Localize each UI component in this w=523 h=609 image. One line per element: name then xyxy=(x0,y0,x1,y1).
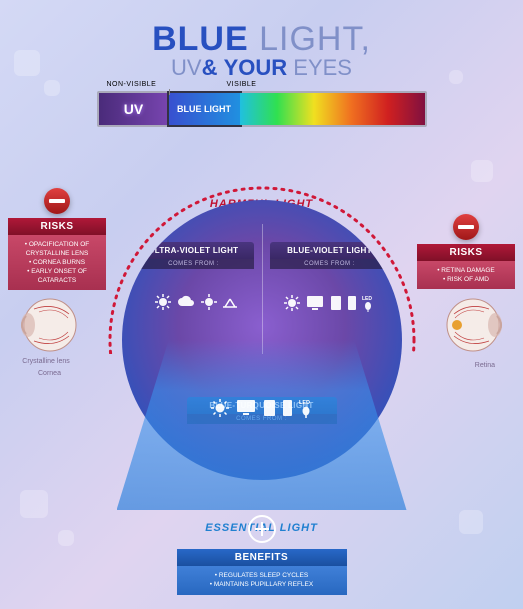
monitor-icon xyxy=(306,295,324,311)
sun-icon xyxy=(284,295,300,311)
eye-label-retina: Retina xyxy=(475,362,495,369)
title-your: YOUR xyxy=(224,55,288,80)
eye-label-crystalline: Crystalline lens xyxy=(6,358,86,365)
warning-icon xyxy=(453,214,479,240)
bv-source-icons: LED xyxy=(274,294,384,312)
reflect-icon xyxy=(223,295,237,309)
spectrum-uv: UV xyxy=(99,93,169,125)
svg-text:LED: LED xyxy=(299,400,310,406)
risks-right-body: • RETINA DAMAGE • RISK OF AMD xyxy=(417,261,515,289)
title-light: LIGHT, xyxy=(259,20,371,58)
tablet-icon xyxy=(330,295,342,311)
phone-icon xyxy=(348,295,356,311)
svg-text:LED: LED xyxy=(362,296,372,302)
eye-label-cornea: Cornea xyxy=(38,370,61,377)
uv-segment: ULTRA-VIOLET LIGHT COMES FROM : xyxy=(134,242,254,269)
eye-right-icon xyxy=(443,294,509,356)
phone-icon xyxy=(283,399,292,417)
risks-left: RISKS • OPACIFICATION OF CRYSTALLINE LEN… xyxy=(8,188,106,290)
blue-violet-segment: BLUE-VIOLET LIGHT COMES FROM : xyxy=(270,242,390,269)
title-eyes: EYES xyxy=(293,55,352,80)
title-amp: & xyxy=(202,55,218,80)
sun-icon xyxy=(155,294,171,310)
spectrum-visible xyxy=(240,93,425,125)
bt-source-icons: LED xyxy=(211,398,313,418)
warning-icon xyxy=(44,188,70,214)
benefits-body: • REGULATES SLEEP CYCLES • MAINTAINS PUP… xyxy=(177,566,347,596)
spectrum-blue-light: BLUE LIGHT xyxy=(167,91,242,127)
monitor-icon xyxy=(236,399,256,417)
title-uv: UV xyxy=(171,55,202,80)
risks-left-body: • OPACIFICATION OF CRYSTALLINE LENS • CO… xyxy=(8,235,106,290)
visible-label: VISIBLE xyxy=(227,81,257,88)
sun-icon xyxy=(211,399,229,417)
uv-source-icons xyxy=(146,294,246,310)
eye-left-icon xyxy=(14,294,80,356)
benefits-box: BENEFITS • REGULATES SLEEP CYCLES • MAIN… xyxy=(177,515,347,596)
sun-icon xyxy=(201,294,217,310)
led-icon: LED xyxy=(362,294,374,312)
led-icon: LED xyxy=(299,398,313,418)
title: BLUE LIGHT, UV& YOUR EYES xyxy=(0,0,523,81)
cloud-icon xyxy=(177,295,195,309)
non-visible-label: NON-VISIBLE xyxy=(107,81,157,88)
plus-icon xyxy=(248,515,276,543)
title-bold: BLUE xyxy=(152,20,249,58)
tablet-icon xyxy=(263,399,276,417)
spectrum: NON-VISIBLE VISIBLE UV BLUE LIGHT xyxy=(97,91,427,127)
risks-right: RISKS • RETINA DAMAGE • RISK OF AMD xyxy=(417,214,515,289)
